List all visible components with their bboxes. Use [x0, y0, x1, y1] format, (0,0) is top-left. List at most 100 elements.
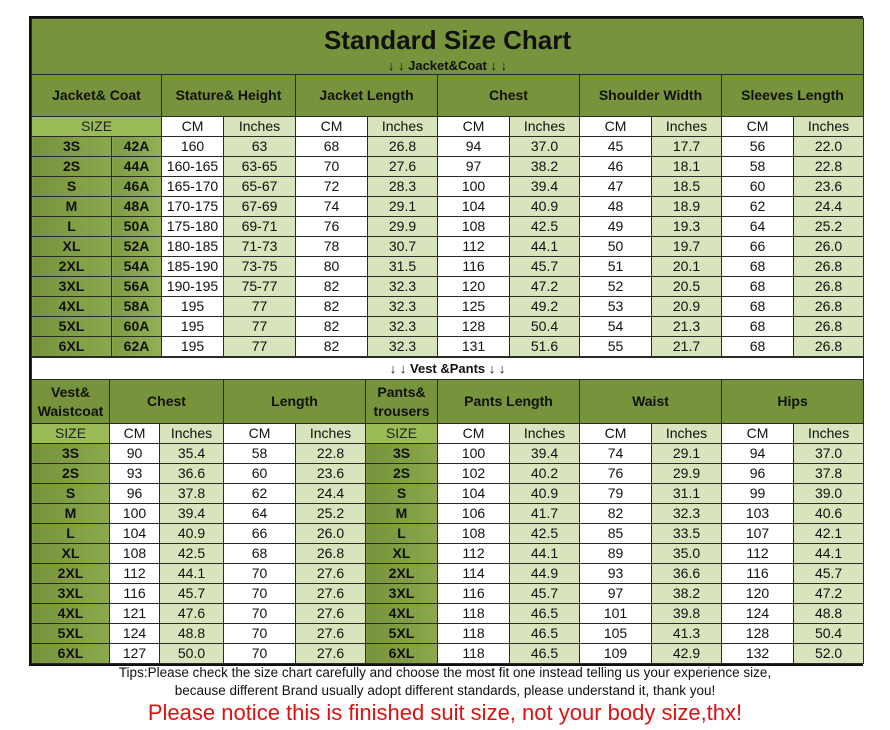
column-header: Chest — [437, 74, 580, 117]
table-cell: 190-195 — [161, 276, 224, 297]
table-cell: 46.5 — [509, 603, 580, 624]
table-cell: 39.4 — [509, 443, 580, 464]
table-cell: 195 — [161, 316, 224, 337]
table-cell: 108 — [437, 523, 510, 544]
table-cell: 96 — [721, 463, 794, 484]
table-cell: 48 — [579, 196, 652, 217]
table-cell: 25.2 — [793, 216, 864, 237]
table-cell: 37.8 — [792, 463, 865, 484]
table-cell: 73-75 — [223, 256, 296, 277]
table-cell: 125 — [437, 296, 510, 317]
table-cell: 116 — [437, 583, 510, 604]
size-label: 5XL — [31, 316, 112, 337]
size-label: 5XL — [31, 623, 110, 644]
table-cell: 47 — [579, 176, 652, 197]
table-row: S 96 37.8 62 24.4 S 104 40.9 79 31.1 99 39.0 — [31, 483, 865, 504]
table-cell: 54 — [579, 316, 652, 337]
size-label: 4XL — [31, 603, 110, 624]
size-label: 4XL — [31, 296, 112, 317]
table-cell: 37.0 — [792, 443, 865, 464]
table-row: 5XL 124 48.8 70 27.6 5XL 118 46.5 105 41.3 128 50.4 — [31, 623, 865, 644]
size-label: S — [31, 176, 112, 197]
table-cell: 75-77 — [223, 276, 296, 297]
unit-subheader: Inches — [793, 116, 864, 137]
table-cell: 165-170 — [161, 176, 224, 197]
table-cell: 120 — [437, 276, 510, 297]
table-cell: 114 — [437, 563, 510, 584]
table-row: 5XL 60A 195 77 82 32.3 128 50.4 54 21.3 68 26.8 — [31, 316, 864, 337]
column-header: Hips — [720, 379, 865, 424]
table-cell: 39.8 — [651, 603, 722, 624]
table-row: 2XL 54A 185-190 73-75 80 31.5 116 45.7 51 20.1 68 2… — [31, 256, 864, 277]
table-cell: 106 — [437, 503, 510, 524]
table-cell: 37.8 — [159, 483, 224, 504]
table-cell: 185-190 — [161, 256, 224, 277]
vest-pants-table: ↓ ↓ Vest &Pants ↓ ↓ Vest& Waistcoat Chest… — [30, 357, 865, 664]
table-cell: 105 — [579, 623, 652, 644]
table-cell: 118 — [437, 603, 510, 624]
table-cell: 41.3 — [651, 623, 722, 644]
table-cell: 20.5 — [651, 276, 722, 297]
table-cell: 47.2 — [792, 583, 865, 604]
size-label: 3XL — [365, 583, 438, 604]
table-cell: 93 — [109, 463, 160, 484]
table-cell: 121 — [109, 603, 160, 624]
size-label: XL — [365, 543, 438, 564]
unit-subheader: Inches — [792, 423, 865, 444]
jacket-section-label: ↓ ↓ Jacket&Coat ↓ ↓ — [387, 57, 508, 73]
unit-subheader: CM — [223, 423, 296, 444]
size-label: 2XL — [365, 563, 438, 584]
table-cell: 56 — [721, 136, 794, 157]
table-cell: 31.1 — [651, 483, 722, 504]
table-cell: 48.8 — [159, 623, 224, 644]
table-cell: 26.0 — [793, 236, 864, 257]
table-cell: 26.8 — [367, 136, 438, 157]
table-cell: 45.7 — [159, 583, 224, 604]
table-cell: 128 — [721, 623, 794, 644]
table-cell: 116 — [437, 256, 510, 277]
table-cell: 40.6 — [792, 503, 865, 524]
table-cell: 24.4 — [295, 483, 366, 504]
table-cell: 45.7 — [509, 583, 580, 604]
table-cell: 18.1 — [651, 156, 722, 177]
table-cell: 160 — [161, 136, 224, 157]
table-cell: 19.3 — [651, 216, 722, 237]
column-header: Vest& Waistcoat — [31, 379, 110, 424]
title-banner: Standard Size Chart ↓ ↓ Jacket&Coat ↓ ↓ — [31, 18, 864, 75]
table-cell: 101 — [579, 603, 652, 624]
table-cell: 44.1 — [792, 543, 865, 564]
eu-size-label: 42A — [111, 136, 162, 157]
table-cell: 68 — [721, 256, 794, 277]
unit-subheader: Inches — [651, 423, 722, 444]
table-cell: 22.0 — [793, 136, 864, 157]
table-cell: 50.4 — [509, 316, 580, 337]
subheader-row: SIZE CM Inches CM Inches CM Inches CM Inches CM In… — [31, 116, 864, 137]
table-cell: 44.1 — [159, 563, 224, 584]
table-row: 4XL 58A 195 77 82 32.3 125 49.2 53 20.9 68 26.8 — [31, 296, 864, 317]
table-cell: 23.6 — [793, 176, 864, 197]
table-cell: 68 — [295, 136, 368, 157]
table-cell: 18.5 — [651, 176, 722, 197]
table-cell: 42.9 — [651, 643, 722, 664]
column-header: Shoulder Width — [579, 74, 722, 117]
table-cell: 68 — [721, 336, 794, 357]
table-cell: 112 — [437, 543, 510, 564]
table-cell: 82 — [295, 316, 368, 337]
table-cell: 46.5 — [509, 643, 580, 664]
table-row: L 50A 175-180 69-71 76 29.9 108 42.5 49 19.3 64 25.… — [31, 216, 864, 237]
table-row: L 104 40.9 66 26.0 L 108 42.5 85 33.5 107 42.1 — [31, 523, 865, 544]
column-header: Length — [223, 379, 366, 424]
size-label: 3S — [31, 136, 112, 157]
table-cell: 102 — [437, 463, 510, 484]
table-cell: 68 — [721, 276, 794, 297]
table-cell: 26.8 — [295, 543, 366, 564]
table-cell: 71-73 — [223, 236, 296, 257]
size-label: 6XL — [31, 643, 110, 664]
table-cell: 53 — [579, 296, 652, 317]
tips-line-2: because different Brand usually adopt di… — [174, 683, 716, 698]
table-cell: 116 — [721, 563, 794, 584]
table-cell: 35.4 — [159, 443, 224, 464]
table-cell: 32.3 — [367, 276, 438, 297]
table-cell: 76 — [295, 216, 368, 237]
unit-subheader: Inches — [223, 116, 296, 137]
